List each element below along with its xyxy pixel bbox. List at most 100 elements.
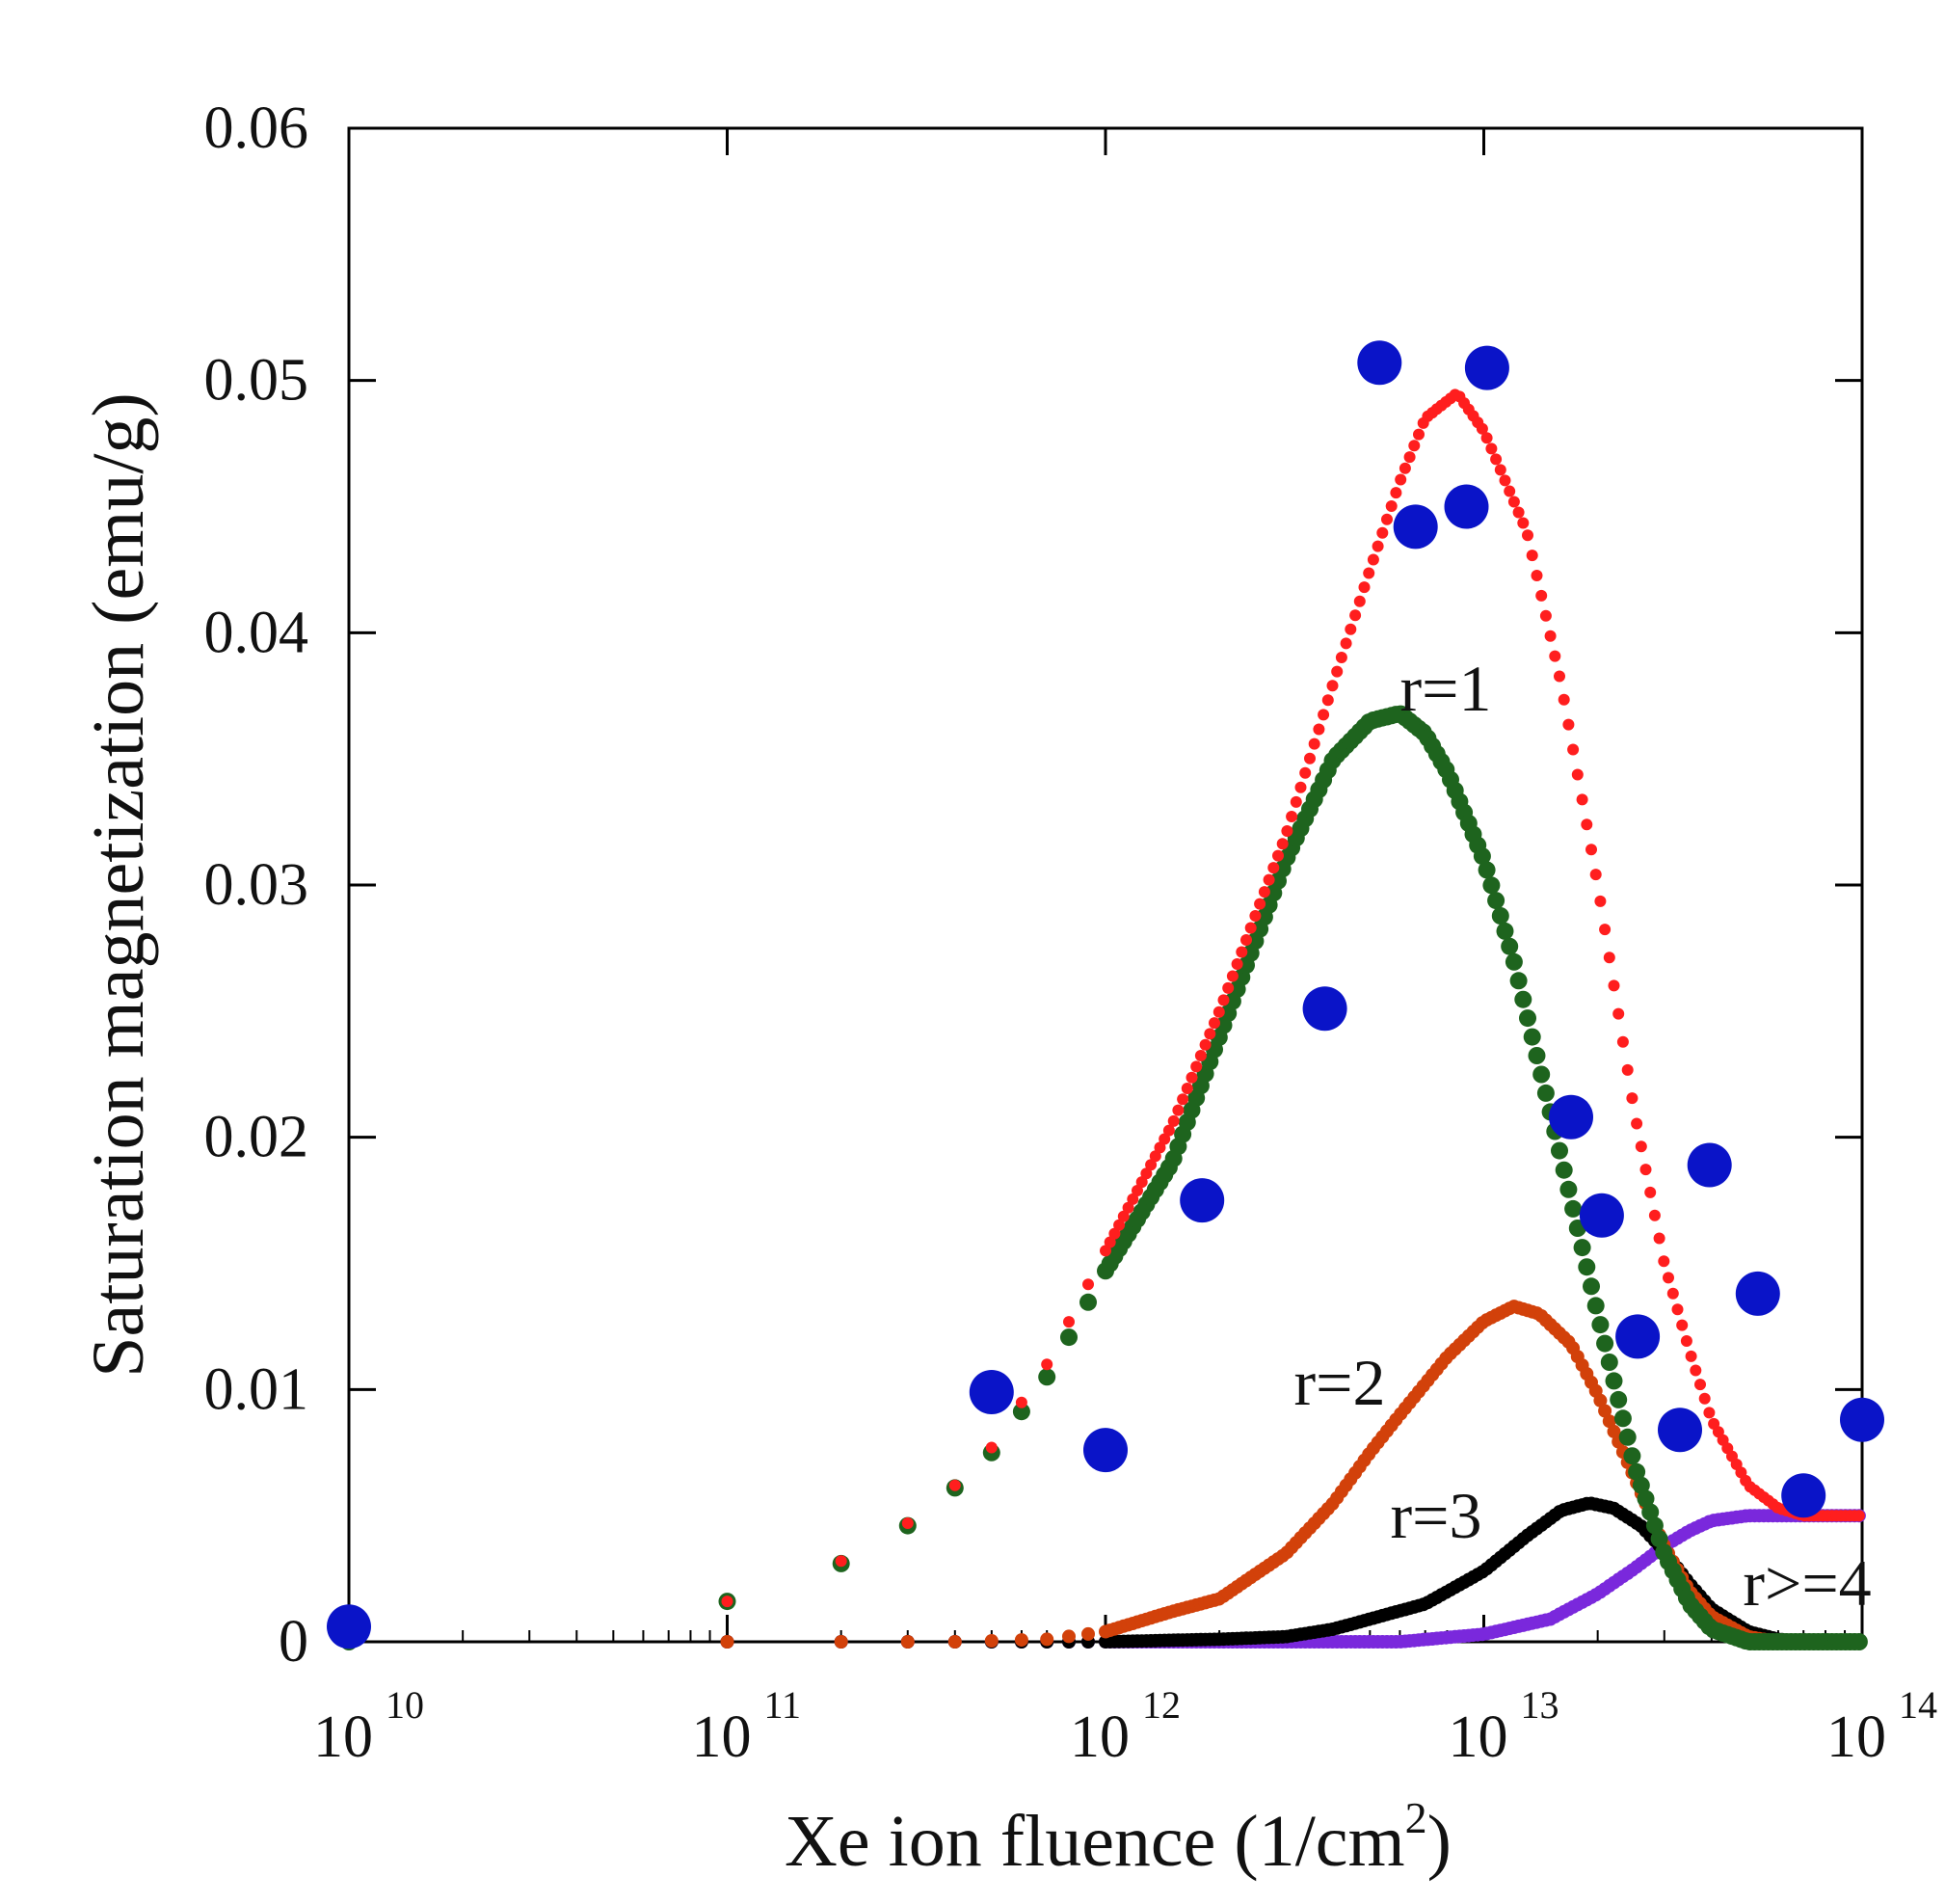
series-point (947, 1635, 962, 1649)
series-point (1536, 1084, 1555, 1102)
measured-point (1687, 1142, 1732, 1188)
curve-label-r-3: r=3 (1391, 1479, 1482, 1552)
series-point (1532, 1065, 1551, 1084)
measured-point (1549, 1094, 1593, 1140)
series-point (1231, 958, 1243, 970)
x-tick-exponent: 10 (386, 1683, 424, 1727)
measured-point (1615, 1314, 1661, 1359)
series-point (1331, 665, 1344, 678)
series-point (1690, 1364, 1702, 1377)
series-point (1703, 1407, 1716, 1419)
series-point (1501, 937, 1519, 955)
series-point (1063, 1316, 1075, 1328)
series-point (1685, 1350, 1697, 1362)
series-point (1376, 526, 1389, 539)
series-point (1600, 1354, 1618, 1371)
series-point (1127, 1193, 1139, 1205)
series-point (1613, 1409, 1632, 1428)
series-point (1159, 1133, 1171, 1145)
series-point (1551, 1141, 1568, 1160)
series-point (1505, 952, 1523, 971)
series-point (1583, 1277, 1600, 1296)
series-point (1012, 1403, 1030, 1421)
series-point (1294, 781, 1307, 793)
series-point (1135, 1176, 1148, 1189)
series-point (1363, 567, 1375, 579)
measured-point (1840, 1397, 1884, 1442)
series-point (1562, 718, 1575, 731)
series-point (835, 1555, 847, 1568)
curve-label-r-ge-4: r>=4 (1743, 1546, 1871, 1620)
x-tick-label: 10 (1070, 1704, 1130, 1770)
series-point (901, 1517, 914, 1529)
series-point (1335, 652, 1347, 663)
measured-point (1464, 345, 1509, 390)
x-tick-label: 10 (1449, 1704, 1508, 1770)
series-point (1082, 1278, 1094, 1291)
series-point (1117, 1210, 1130, 1222)
series-point (1499, 474, 1511, 487)
series-point (1644, 1186, 1657, 1198)
series-point (1194, 1050, 1207, 1061)
measured-point (327, 1604, 371, 1649)
series-point (1132, 1185, 1143, 1196)
series-point (1852, 1510, 1865, 1522)
series-point (1212, 1006, 1225, 1018)
series-point (1349, 609, 1362, 622)
series-point (1249, 910, 1262, 922)
series-point (1573, 1239, 1591, 1257)
series-point (1621, 1063, 1634, 1076)
series-point (1626, 1092, 1639, 1105)
x-tick-exponent: 11 (764, 1683, 802, 1727)
series-point (1254, 898, 1266, 910)
series-point (1490, 453, 1503, 466)
measured-point (969, 1370, 1014, 1414)
series-point (1304, 752, 1316, 764)
curve-label-r-1: r=1 (1400, 652, 1492, 725)
series-point (1698, 1392, 1711, 1405)
series-point (1290, 795, 1302, 808)
measured-point (1444, 484, 1489, 529)
series-point (1653, 1232, 1665, 1245)
series-point (1645, 1516, 1664, 1535)
y-tick-label: 0.05 (204, 348, 309, 414)
series-point (1062, 1629, 1076, 1644)
series-point (1616, 1035, 1629, 1048)
series-point (1122, 1201, 1134, 1214)
series-point (1549, 650, 1561, 662)
series-point (1482, 876, 1501, 895)
series-point (1104, 1236, 1116, 1248)
series-point (1578, 1258, 1596, 1276)
series-point (900, 1635, 915, 1649)
series-point (1209, 1017, 1220, 1030)
measured-point (1579, 1193, 1624, 1238)
series-point (1603, 952, 1615, 964)
series-point (1381, 513, 1393, 525)
series-point (1676, 1319, 1689, 1331)
series-point (1478, 861, 1496, 879)
series-point (1403, 451, 1416, 464)
series-point (721, 1596, 733, 1608)
series-point (1555, 1161, 1573, 1179)
series-point (1605, 1372, 1623, 1390)
series-point (1172, 1104, 1185, 1116)
series-point (1263, 873, 1275, 886)
series-point (1694, 1379, 1706, 1391)
series-point (1504, 485, 1516, 497)
series-point (1514, 990, 1532, 1008)
series-point (1618, 1428, 1637, 1446)
series-point (1608, 979, 1620, 992)
series-point (1567, 743, 1580, 756)
series-point (1850, 1633, 1868, 1650)
series-point (1641, 1503, 1660, 1521)
series-point (1480, 432, 1493, 444)
series-point (1507, 496, 1520, 508)
curve-label-r-2: r=2 (1294, 1346, 1386, 1419)
series-point (1528, 1047, 1546, 1064)
series-point (1512, 506, 1525, 519)
series-point (1544, 630, 1557, 642)
series-point (1559, 1180, 1578, 1198)
series-point (1535, 589, 1548, 602)
measured-point (1180, 1178, 1225, 1223)
